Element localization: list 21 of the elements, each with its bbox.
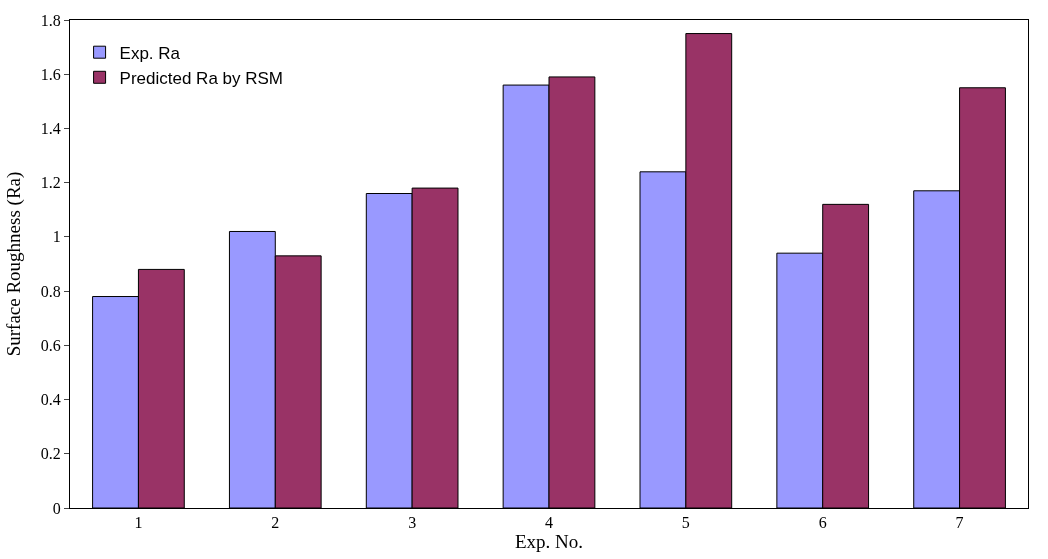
y-tick-label: 1.2 [40, 174, 61, 192]
x-tick-label: 5 [681, 514, 690, 532]
x-tick-label: 1 [134, 514, 143, 532]
y-tick-label: 1 [52, 228, 61, 246]
legend-label: Predicted Ra by RSM [119, 68, 284, 88]
x-axis-title: Exp. No. [514, 531, 584, 553]
y-tick-label: 1.8 [40, 11, 61, 29]
x-tick-label: 3 [408, 514, 417, 532]
legend-label: Exp. Ra [119, 43, 181, 63]
y-tick-label: 0.6 [40, 336, 61, 354]
y-tick-label: 1.6 [40, 65, 61, 83]
y-tick-label: 1.4 [40, 120, 61, 138]
y-tick-label: 0.2 [40, 445, 61, 463]
y-axis-title: Surface Roughness (Ra) [2, 171, 25, 357]
x-tick-label: 7 [955, 514, 964, 532]
y-tick-label: 0.8 [40, 282, 61, 300]
y-tick-label: 0.4 [40, 391, 61, 409]
y-tick-label: 0 [52, 499, 61, 517]
x-tick-label: 6 [818, 514, 827, 532]
x-tick-label: 4 [545, 514, 553, 532]
x-tick-label: 2 [271, 514, 280, 532]
